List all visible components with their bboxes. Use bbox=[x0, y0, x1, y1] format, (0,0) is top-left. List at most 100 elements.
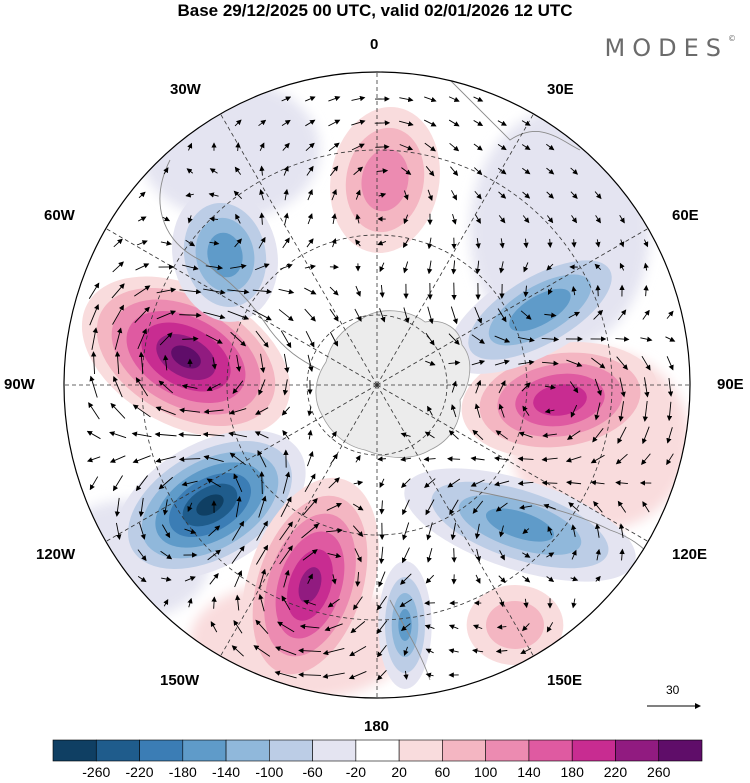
contour-level bbox=[196, 494, 224, 516]
colorbar bbox=[52, 739, 703, 762]
wind-vector bbox=[114, 327, 123, 350]
wind-vector bbox=[88, 402, 100, 420]
wind-vector bbox=[403, 214, 409, 225]
wind-vector bbox=[114, 351, 121, 375]
wind-vector bbox=[642, 400, 649, 422]
wind-vector bbox=[154, 431, 177, 438]
wind-vector bbox=[282, 237, 290, 249]
wind-vector bbox=[617, 426, 627, 444]
wind-vector bbox=[307, 406, 313, 417]
wind-vector bbox=[520, 648, 532, 654]
colorbar-tick-label: -20 bbox=[345, 764, 366, 780]
wind-vector bbox=[330, 331, 339, 347]
wind-vector bbox=[181, 264, 199, 271]
wind-vector bbox=[448, 119, 460, 127]
wind-vector bbox=[322, 647, 345, 656]
wind-vector bbox=[305, 96, 316, 102]
wind-vector bbox=[161, 524, 171, 539]
wind-vector bbox=[132, 404, 151, 418]
anomaly-center bbox=[447, 246, 633, 374]
wind-vector bbox=[184, 576, 196, 582]
wind-vector bbox=[450, 404, 457, 418]
wind-vector bbox=[517, 480, 534, 486]
colorbar-tick-label: 100 bbox=[473, 764, 498, 780]
wind-vector bbox=[307, 189, 313, 201]
wind-vector bbox=[590, 454, 605, 464]
wind-vector bbox=[279, 263, 293, 270]
wind-vector bbox=[329, 308, 339, 322]
wind-vector bbox=[595, 575, 601, 582]
wind-vector bbox=[258, 379, 266, 396]
wind-vector bbox=[163, 598, 169, 607]
wind-vector bbox=[541, 456, 558, 463]
wind-vector bbox=[571, 215, 578, 224]
wind-vector bbox=[666, 310, 674, 319]
wind-vector bbox=[498, 403, 505, 418]
wind-vector bbox=[351, 95, 366, 102]
colorbar-tick-label: -180 bbox=[168, 764, 197, 780]
wind-vector bbox=[232, 380, 244, 395]
wind-vector bbox=[498, 575, 506, 583]
map-title: Base 29/12/2025 00 UTC, valid 02/01/2026… bbox=[177, 1, 573, 20]
wind-vector bbox=[86, 430, 101, 440]
wind-vector bbox=[185, 239, 196, 247]
wind-vector bbox=[185, 192, 194, 198]
wind-vector bbox=[570, 167, 579, 175]
wind-vector bbox=[473, 96, 484, 102]
wind-vector bbox=[615, 480, 628, 486]
wind-vector bbox=[234, 238, 242, 248]
wind-vector bbox=[159, 332, 173, 346]
wind-vector bbox=[376, 168, 389, 174]
wind-vector bbox=[494, 455, 510, 462]
wind-vector bbox=[209, 240, 220, 246]
wind-vector bbox=[546, 576, 555, 582]
wind-vector bbox=[353, 480, 364, 486]
wind-vector bbox=[139, 522, 146, 540]
wind-vector bbox=[280, 496, 292, 518]
lon-label-120w: 120W bbox=[36, 546, 76, 563]
wind-vector bbox=[474, 403, 481, 418]
anomaly-centers bbox=[81, 107, 659, 693]
wind-vector bbox=[618, 523, 625, 538]
wind-vector bbox=[328, 95, 341, 102]
wind-vector bbox=[498, 380, 506, 394]
wind-vector bbox=[644, 377, 650, 398]
wind-vector bbox=[547, 525, 553, 536]
wind-vector bbox=[499, 550, 505, 561]
wind-vector bbox=[570, 576, 579, 582]
wind-vector bbox=[163, 354, 169, 371]
wind-vector bbox=[448, 333, 460, 346]
wind-vector bbox=[259, 212, 265, 225]
wind-vector bbox=[230, 263, 247, 270]
wind-vector bbox=[518, 359, 535, 366]
wind-vector bbox=[112, 376, 123, 398]
wind-vector bbox=[307, 213, 313, 225]
wind-vector bbox=[400, 432, 411, 438]
colorbar-tick-label: 220 bbox=[603, 764, 628, 780]
wind-vector bbox=[205, 334, 223, 344]
wind-vector bbox=[329, 165, 339, 176]
wind-vector bbox=[156, 310, 177, 320]
wind-vector bbox=[280, 330, 292, 349]
wind-vector bbox=[544, 312, 557, 318]
wind-vector bbox=[135, 263, 150, 271]
wind-vector bbox=[595, 548, 601, 561]
wind-vector bbox=[202, 431, 225, 438]
wind-vector bbox=[521, 382, 531, 392]
wind-vector bbox=[282, 379, 289, 396]
wind-vector bbox=[234, 119, 242, 127]
wind-vector bbox=[258, 119, 267, 127]
wind-vector bbox=[544, 384, 556, 390]
wind-vector bbox=[227, 289, 250, 295]
brand-mark: © bbox=[728, 34, 736, 43]
wind-vector bbox=[593, 500, 603, 513]
wind-vector bbox=[424, 431, 435, 439]
colorbar-swatch bbox=[312, 739, 357, 762]
wind-vector bbox=[331, 213, 337, 225]
wind-vector bbox=[254, 431, 269, 439]
wind-vector bbox=[234, 166, 242, 175]
wind-vector bbox=[497, 144, 507, 151]
wind-vector bbox=[425, 360, 436, 366]
wind-vector bbox=[451, 380, 457, 393]
wind-vector bbox=[475, 379, 482, 394]
